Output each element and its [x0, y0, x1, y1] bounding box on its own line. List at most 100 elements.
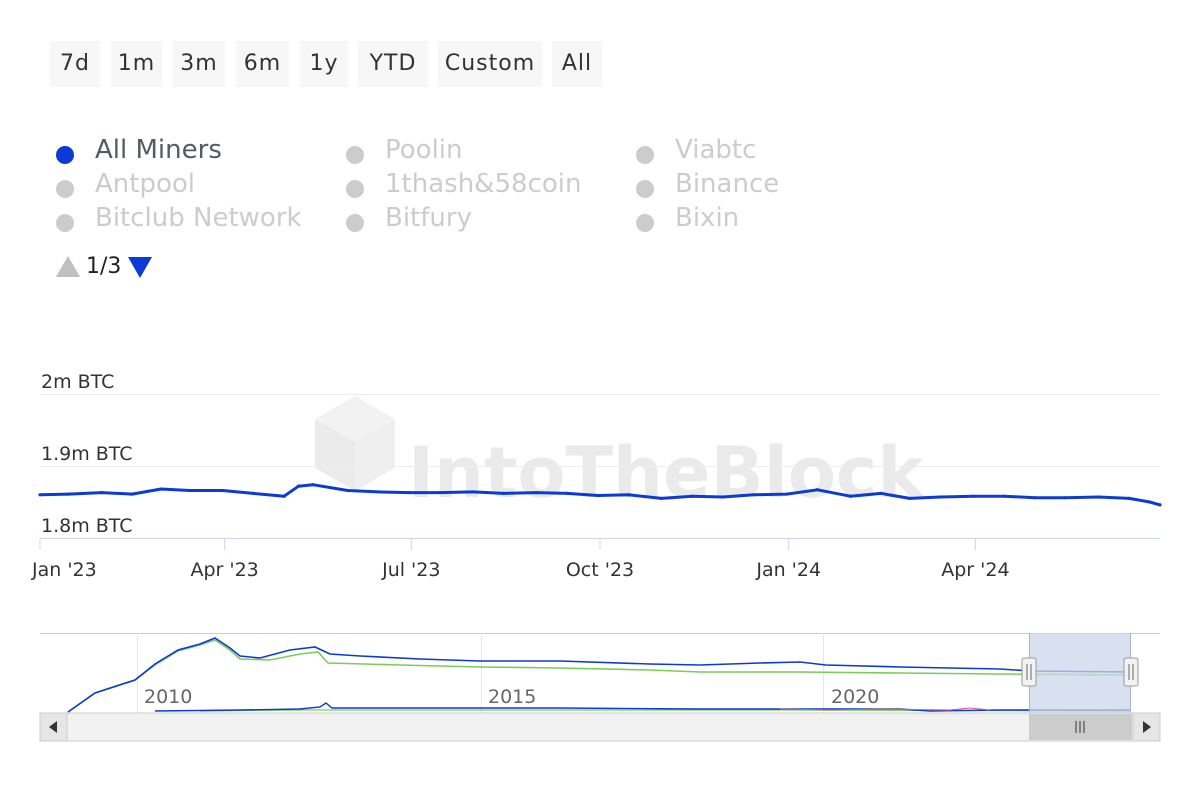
- navigator-series-low-main: [154, 702, 1130, 712]
- legend-label: 1thash&58coin: [385, 169, 582, 199]
- x-tick-label: Jul '23: [381, 559, 440, 581]
- data-point: [752, 493, 756, 497]
- data-point: [1148, 500, 1152, 504]
- data-point: [908, 496, 912, 500]
- data-point: [534, 491, 539, 495]
- x-tick-label: Jan '23: [31, 559, 97, 581]
- data-point: [130, 492, 134, 496]
- data-point: [848, 494, 852, 498]
- range-button-1y[interactable]: 1y: [300, 41, 348, 87]
- watermark-text: IntoTheBlock: [408, 432, 925, 514]
- data-point: [188, 488, 192, 493]
- watermark-logo-face-top: [315, 396, 395, 442]
- navigator-series-low-tertiary: [779, 707, 991, 711]
- navigator-tick-label: 2010: [144, 686, 192, 708]
- navigator-selection[interactable]: [1029, 633, 1131, 713]
- navigator-tick-label: 2020: [831, 686, 879, 708]
- x-tick-label: Apr '23: [190, 559, 258, 581]
- legend-label: Antpool: [95, 169, 196, 199]
- data-point: [376, 490, 381, 494]
- data-point: [627, 493, 631, 497]
- data-point: [1158, 503, 1162, 507]
- data-point: [690, 494, 694, 498]
- watermark-logo-face-left: [355, 419, 395, 491]
- handle-left-body: [1021, 657, 1037, 687]
- navigator-handle-right[interactable]: [1123, 657, 1139, 687]
- x-tick-label: Jan '24: [755, 559, 821, 581]
- data-point: [659, 496, 664, 500]
- scroll-left-button[interactable]: [39, 712, 68, 742]
- range-button-all[interactable]: All: [552, 41, 602, 87]
- navigator-handle-left[interactable]: [1021, 657, 1037, 687]
- watermark: IntoTheBlock: [315, 396, 925, 514]
- series-dot-icon: [636, 214, 654, 232]
- series-dot-icon: [636, 180, 654, 198]
- data-point: [596, 493, 600, 498]
- data-point: [815, 488, 820, 492]
- scroll-right-button[interactable]: [1132, 712, 1161, 742]
- data-point: [471, 490, 475, 494]
- data-point: [251, 491, 255, 495]
- y-tick-label: 2m BTC: [41, 371, 114, 393]
- series-layer: [38, 483, 1162, 507]
- legend-label: Bitfury: [385, 203, 472, 233]
- navigator-x-axis: 2010 2015 2020: [144, 686, 879, 708]
- navigator-series-secondary: [67, 639, 1131, 713]
- data-point: [346, 488, 350, 493]
- y-axis: 1.8m BTC 1.9m BTC 2m BTC: [41, 371, 133, 537]
- scrollbar-thumb[interactable]: [1029, 714, 1132, 740]
- x-tick-label: Oct '23: [566, 559, 634, 581]
- series-dot-icon: [636, 146, 654, 164]
- data-point: [938, 495, 943, 499]
- data-point: [721, 495, 725, 499]
- data-point: [282, 494, 286, 498]
- data-point: [971, 494, 975, 498]
- navigator-series-low-secondary: [199, 709, 1131, 712]
- pager-text: 1/3: [86, 254, 122, 279]
- x-axis: Jan '23 Apr '23 Jul '23 Oct '23 Jan '24 Apr '…: [31, 539, 1010, 581]
- scrollbar-track[interactable]: [39, 712, 1161, 742]
- page-up-arrow-icon[interactable]: [56, 256, 80, 277]
- data-point: [67, 492, 71, 496]
- range-button-7d[interactable]: 7d: [50, 41, 100, 87]
- data-point: [501, 491, 506, 495]
- range-button-custom[interactable]: Custom: [438, 41, 542, 87]
- navigator-tick-label: 2015: [488, 686, 536, 708]
- data-point: [220, 488, 225, 493]
- grid: [40, 394, 1160, 539]
- legend-label: All Miners: [95, 135, 222, 165]
- series-dot-icon: [56, 214, 74, 232]
- data-point: [879, 491, 883, 495]
- range-button-6m[interactable]: 6m: [236, 41, 289, 87]
- data-point: [1002, 494, 1006, 498]
- x-tick-label: Apr '24: [941, 559, 1009, 581]
- data-point: [38, 493, 42, 497]
- data-point: [1064, 496, 1068, 500]
- navigator-series-main: [67, 637, 1131, 713]
- range-button-1m[interactable]: 1m: [111, 41, 162, 87]
- data-point: [565, 491, 569, 495]
- y-tick-label: 1.8m BTC: [41, 515, 133, 537]
- legend-label: Bitclub Network: [95, 203, 302, 233]
- page-down-arrow-icon[interactable]: [128, 257, 152, 278]
- data-point: [407, 491, 411, 495]
- handle-right-body: [1123, 657, 1139, 687]
- series-dot-icon: [346, 146, 364, 164]
- series-dot-icon: [346, 180, 364, 198]
- legend-label: Bixin: [675, 203, 740, 233]
- data-point: [785, 492, 789, 496]
- y-tick-label: 1.9m BTC: [41, 443, 133, 465]
- data-point: [99, 491, 104, 495]
- data-point: [1096, 495, 1101, 499]
- legend-label: Viabtc: [675, 135, 757, 165]
- data-point: [159, 487, 163, 491]
- data-point: [438, 491, 442, 495]
- series-dot-icon: [56, 146, 74, 164]
- data-point: [1127, 496, 1131, 500]
- navigator-grid: [137, 633, 824, 713]
- range-button-ytd[interactable]: YTD: [358, 41, 428, 87]
- series-line: [39, 483, 1161, 507]
- range-button-3m[interactable]: 3m: [173, 41, 225, 87]
- series-dot-icon: [56, 180, 74, 198]
